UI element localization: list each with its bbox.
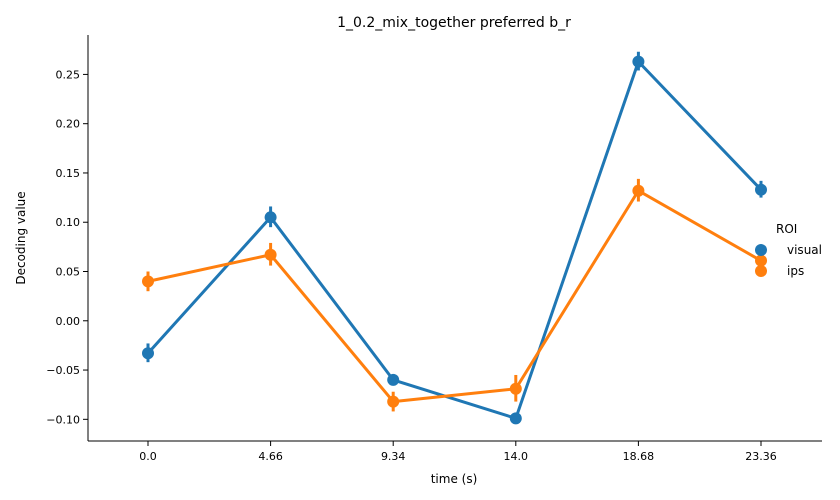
y-tick-label: 0.10 <box>56 216 81 229</box>
y-tick-label: 0.25 <box>56 68 81 81</box>
legend-label-visual: visual <box>787 243 822 257</box>
data-point <box>142 347 154 360</box>
y-tick-label: 0.20 <box>56 118 81 131</box>
data-point <box>387 373 400 386</box>
x-axis-label: time (s) <box>431 472 478 486</box>
axes: 0.0 4.66 9.34 14.0 18.68 23.36 0.25 0.20 0.15 0.1… <box>46 35 822 463</box>
series-layer <box>142 51 767 425</box>
legend-label-ips: ips <box>787 264 804 278</box>
x-tick-label: 14.0 <box>504 450 529 463</box>
data-point <box>509 412 522 425</box>
x-tick-label: 0.0 <box>139 450 157 463</box>
data-point <box>755 254 767 267</box>
series-visual <box>142 51 767 425</box>
data-point <box>755 183 767 196</box>
y-tick-label: 0.05 <box>56 266 81 279</box>
data-point <box>632 55 645 68</box>
x-tick-label: 23.36 <box>745 450 777 463</box>
legend-marker-ips <box>755 265 767 277</box>
data-point <box>387 395 400 408</box>
data-point <box>632 184 645 197</box>
series-line-visual <box>146 60 763 420</box>
data-point <box>264 211 277 224</box>
y-tick-label: −0.05 <box>46 364 80 377</box>
legend: ROI visual ips <box>755 222 822 278</box>
legend-title: ROI <box>776 222 797 236</box>
series-ips <box>142 178 767 412</box>
data-point <box>142 275 154 288</box>
y-axis-label: Decoding value <box>14 191 28 284</box>
y-tick-label: 0.00 <box>56 315 81 328</box>
y-tick-label: 0.15 <box>56 167 81 180</box>
x-tick-label: 18.68 <box>623 450 655 463</box>
chart-title: 1_0.2_mix_together preferred b_r <box>337 15 571 31</box>
y-tick-label: −0.10 <box>46 413 80 426</box>
data-point <box>264 248 277 261</box>
series-line-ips <box>147 189 762 404</box>
legend-marker-visual <box>755 244 767 256</box>
data-point <box>509 382 522 395</box>
x-tick-label: 4.66 <box>258 450 283 463</box>
x-tick-label: 9.34 <box>381 450 406 463</box>
